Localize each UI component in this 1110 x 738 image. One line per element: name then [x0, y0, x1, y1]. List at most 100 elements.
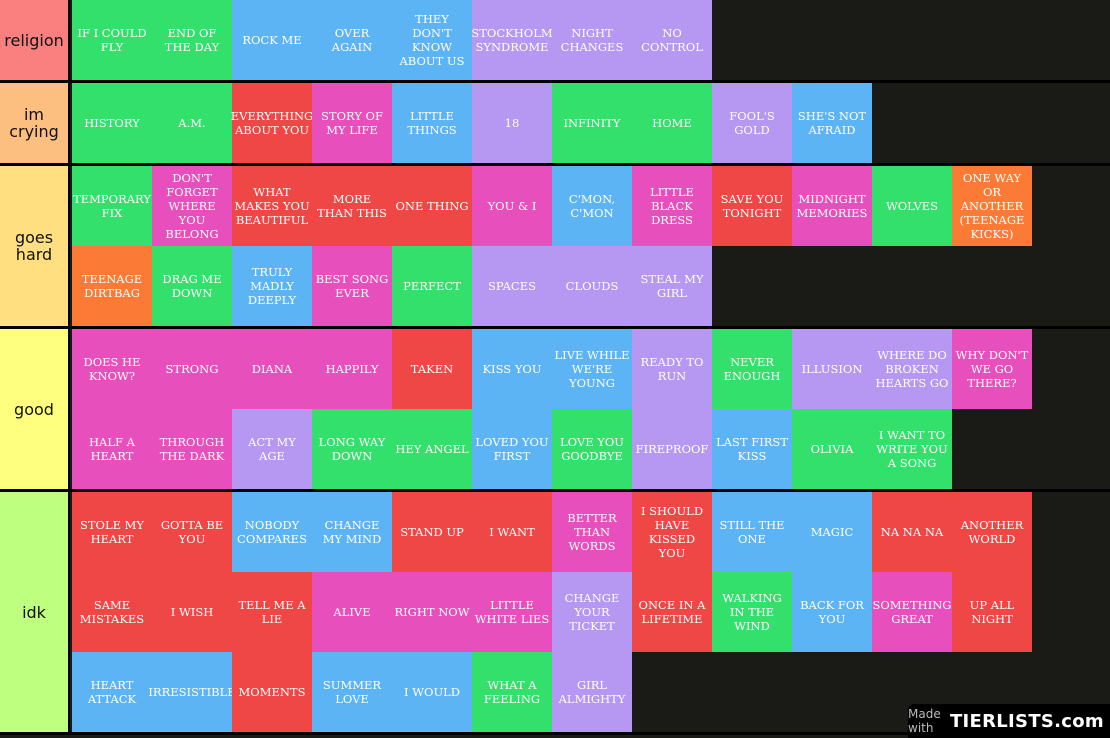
song-tile[interactable]: HEART ATTACK	[72, 652, 152, 732]
song-tile[interactable]: STAND UP	[392, 492, 472, 572]
song-tile[interactable]: ONE THING	[392, 166, 472, 246]
tier-label[interactable]: idk	[0, 492, 70, 732]
song-tile[interactable]: GOTTA BE YOU	[152, 492, 232, 572]
song-tile[interactable]: CLOUDS	[552, 246, 632, 326]
song-tile[interactable]: WHERE DO BROKEN HEARTS GO	[872, 329, 952, 409]
song-tile[interactable]: DON'T FORGET WHERE YOU BELONG	[152, 166, 232, 246]
song-tile[interactable]: ACT MY AGE	[232, 409, 312, 489]
song-tile[interactable]: WOLVES	[872, 166, 952, 246]
song-tile[interactable]: A.M.	[152, 83, 232, 163]
song-tile[interactable]: SOMETHING GREAT	[872, 572, 952, 652]
song-tile[interactable]: WHAT A FEELING	[472, 652, 552, 732]
song-tile[interactable]: READY TO RUN	[632, 329, 712, 409]
song-tile[interactable]: CHANGE MY MIND	[312, 492, 392, 572]
song-tile[interactable]: ILLUSION	[792, 329, 872, 409]
song-tile[interactable]: C'MON, C'MON	[552, 166, 632, 246]
song-tile[interactable]: STEAL MY GIRL	[632, 246, 712, 326]
song-tile[interactable]: SHE'S NOT AFRAID	[792, 83, 872, 163]
song-tile[interactable]: WHY DON'T WE GO THERE?	[952, 329, 1032, 409]
song-tile[interactable]: ALIVE	[312, 572, 392, 652]
song-tile[interactable]: LAST FIRST KISS	[712, 409, 792, 489]
song-tile[interactable]: PERFECT	[392, 246, 472, 326]
song-tile[interactable]: WHAT MAKES YOU BEAUTIFUL	[232, 166, 312, 246]
song-title: IRRESISTIBLE	[148, 685, 236, 699]
song-tile[interactable]: IRRESISTIBLE	[148, 652, 236, 732]
song-tile[interactable]: MORE THAN THIS	[312, 166, 392, 246]
song-tile[interactable]: THROUGH THE DARK	[152, 409, 232, 489]
song-tile[interactable]: MAGIC	[792, 492, 872, 572]
song-tile[interactable]: LITTLE BLACK DRESS	[632, 166, 712, 246]
song-tile[interactable]: CHANGE YOUR TICKET	[552, 572, 632, 652]
song-tile[interactable]: NO CONTROL	[632, 0, 712, 80]
song-tile[interactable]: NIGHT CHANGES	[552, 0, 632, 80]
song-tile[interactable]: STRONG	[152, 329, 232, 409]
tier-row-idk: idk STOLE MY HEART GOTTA BE YOU NOBODY COMP…	[0, 492, 1110, 735]
song-tile[interactable]: NOBODY COMPARES	[232, 492, 312, 572]
song-tile[interactable]: STOLE MY HEART	[72, 492, 152, 572]
song-tile[interactable]: EVERYTHING ABOUT YOU	[231, 83, 313, 163]
song-tile[interactable]: LITTLE THINGS	[392, 83, 472, 163]
song-tile[interactable]: END OF THE DAY	[152, 0, 232, 80]
song-tile[interactable]: LOVE YOU GOODBYE	[552, 409, 632, 489]
song-tile[interactable]: HAPPILY	[312, 329, 392, 409]
song-tile[interactable]: 18	[472, 83, 552, 163]
song-tile[interactable]: UP ALL NIGHT	[952, 572, 1032, 652]
song-tile[interactable]: STOCKHOLM SYNDROME	[471, 0, 553, 80]
song-tile[interactable]: TEMPORARY FIX	[72, 166, 152, 246]
tier-label[interactable]: good	[0, 329, 70, 489]
song-tile[interactable]: GIRL ALMIGHTY	[552, 652, 632, 732]
song-tile[interactable]: TRULY MADLY DEEPLY	[232, 246, 312, 326]
song-tile[interactable]: TEENAGE DIRTBAG	[72, 246, 152, 326]
song-tile[interactable]: LIVE WHILE WE'RE YOUNG	[552, 329, 632, 409]
song-title: WHERE DO BROKEN HEARTS GO	[875, 348, 949, 390]
song-tile[interactable]: HOME	[632, 83, 712, 163]
song-tile[interactable]: TELL ME A LIE	[232, 572, 312, 652]
tier-label[interactable]: im crying	[0, 83, 70, 163]
song-tile[interactable]: SAVE YOU TONIGHT	[712, 166, 792, 246]
song-tile[interactable]: ROCK ME	[232, 0, 312, 80]
song-tile[interactable]: NA NA NA	[872, 492, 952, 572]
song-tile[interactable]: I WISH	[152, 572, 232, 652]
song-tile[interactable]: I WANT TO WRITE YOU A SONG	[872, 409, 952, 489]
song-tile[interactable]: IF I COULD FLY	[72, 0, 152, 80]
song-tile[interactable]: DIANA	[232, 329, 312, 409]
song-tile[interactable]: LOVED YOU FIRST	[472, 409, 552, 489]
song-tile[interactable]: STORY OF MY LIFE	[312, 83, 392, 163]
song-tile[interactable]: LITTLE WHITE LIES	[472, 572, 552, 652]
song-tile[interactable]: RIGHT NOW	[392, 572, 472, 652]
song-tile[interactable]: LONG WAY DOWN	[312, 409, 392, 489]
song-tile[interactable]: BACK FOR YOU	[792, 572, 872, 652]
song-tile[interactable]: HISTORY	[72, 83, 152, 163]
song-tile[interactable]: FOOL'S GOLD	[712, 83, 792, 163]
song-tile[interactable]: I WANT	[472, 492, 552, 572]
song-tile[interactable]: INFINITY	[552, 83, 632, 163]
song-tile[interactable]: HALF A HEART	[72, 409, 152, 489]
song-tile[interactable]: OLIVIA	[792, 409, 872, 489]
song-tile[interactable]: SUMMER LOVE	[312, 652, 392, 732]
song-tile[interactable]: HEY ANGEL	[392, 409, 472, 489]
song-tile[interactable]: I SHOULD HAVE KISSED YOU	[632, 492, 712, 572]
song-tile[interactable]: WALKING IN THE WIND	[712, 572, 792, 652]
song-tile[interactable]: NEVER ENOUGH	[712, 329, 792, 409]
song-tile[interactable]: DRAG ME DOWN	[152, 246, 232, 326]
song-tile[interactable]: BEST SONG EVER	[312, 246, 392, 326]
song-tile[interactable]: ONCE IN A LIFETIME	[632, 572, 712, 652]
song-tile[interactable]: FIREPROOF	[632, 409, 712, 489]
song-tile[interactable]: KISS YOU	[472, 329, 552, 409]
song-tile[interactable]: DOES HE KNOW?	[72, 329, 152, 409]
song-tile[interactable]: I WOULD	[392, 652, 472, 732]
tier-label[interactable]: goes hard	[0, 166, 70, 326]
song-tile[interactable]: MOMENTS	[232, 652, 312, 732]
tier-label[interactable]: religion	[0, 0, 70, 80]
song-tile[interactable]: SPACES	[472, 246, 552, 326]
song-tile[interactable]: BETTER THAN WORDS	[552, 492, 632, 572]
song-tile[interactable]: YOU & I	[472, 166, 552, 246]
song-tile[interactable]: STILL THE ONE	[712, 492, 792, 572]
song-tile[interactable]: ANOTHER WORLD	[952, 492, 1032, 572]
song-tile[interactable]: SAME MISTAKES	[72, 572, 152, 652]
song-tile[interactable]: THEY DON'T KNOW ABOUT US	[392, 0, 472, 80]
song-tile[interactable]: ONE WAY OR ANOTHER (TEENAGE KICKS)	[952, 166, 1032, 246]
song-tile[interactable]: TAKEN	[392, 329, 472, 409]
song-tile[interactable]: MIDNIGHT MEMORIES	[792, 166, 872, 246]
song-tile[interactable]: OVER AGAIN	[312, 0, 392, 80]
